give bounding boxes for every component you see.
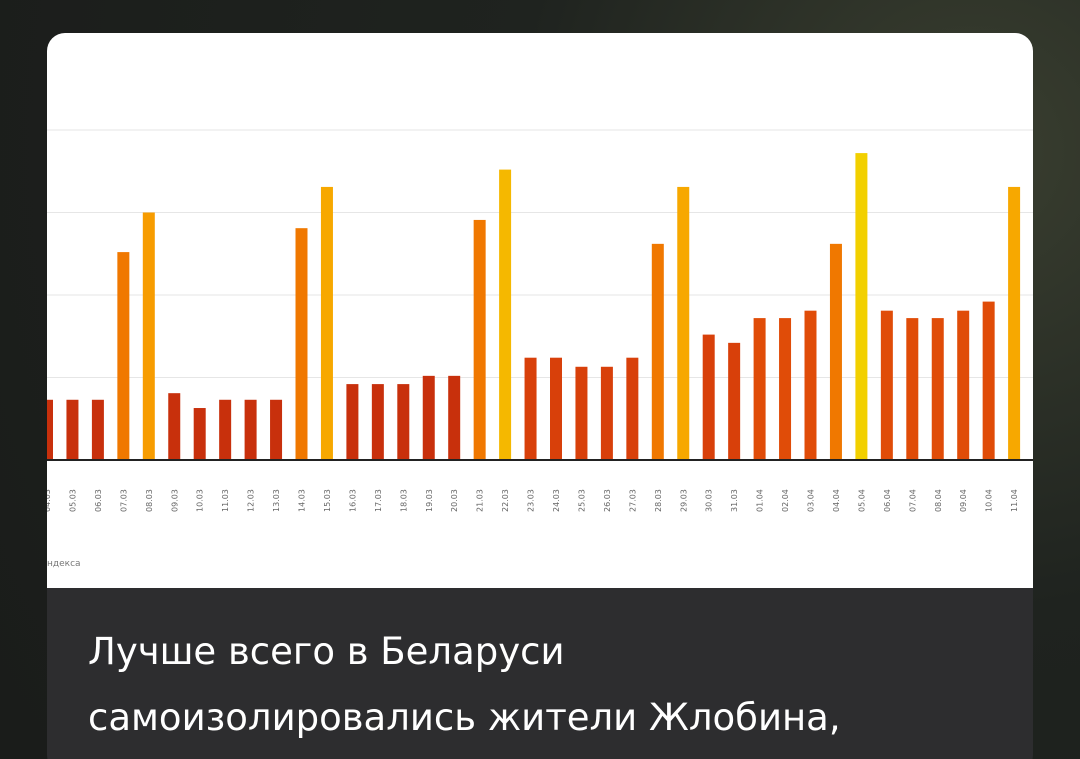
bar <box>422 375 435 460</box>
caption: Лучше всего в Беларуси самоизолировались… <box>47 588 1033 759</box>
bar <box>193 408 206 460</box>
bar <box>346 384 359 460</box>
bar <box>117 252 130 460</box>
bar <box>702 334 715 460</box>
x-tick-label: 21.03 <box>476 489 485 512</box>
x-tick-label: 28.03 <box>654 489 663 512</box>
x-tick-label: 16.03 <box>348 489 357 512</box>
x-tick-label: 25.03 <box>577 489 586 512</box>
x-tick-label: 29.03 <box>679 489 688 512</box>
x-tick-label: 22.03 <box>501 489 510 512</box>
x-tick-label: 20.03 <box>450 489 459 512</box>
bar <box>600 366 613 460</box>
x-tick-label: 10.04 <box>985 489 994 512</box>
bar <box>244 399 257 460</box>
bar <box>219 399 232 460</box>
x-tick-label: 07.03 <box>119 489 128 512</box>
bar <box>499 169 512 460</box>
bar <box>550 357 562 460</box>
x-tick-label: 08.03 <box>145 489 154 512</box>
x-tick-label: 11.03 <box>221 489 230 512</box>
bar <box>142 212 155 460</box>
bar <box>931 318 944 460</box>
x-tick-label: 09.03 <box>170 489 179 512</box>
bar <box>575 366 588 460</box>
x-tick-label: 14.03 <box>298 489 307 512</box>
bar <box>753 318 766 460</box>
x-tick-label: 07.04 <box>908 489 917 512</box>
x-tick-label: 05.03 <box>68 489 77 512</box>
x-tick-label: 24.03 <box>552 489 561 512</box>
x-tick-label: 13.03 <box>272 489 281 512</box>
bar <box>270 399 283 460</box>
bar <box>91 399 104 460</box>
x-tick-label: 26.03 <box>603 489 612 512</box>
source-note: ндекса <box>47 559 81 569</box>
caption-line: самоизолировались жители Жлобина, <box>88 696 841 739</box>
bar <box>804 310 817 460</box>
chart: 04.03 05.03 06.03 07.03 08.03 09.03 10.03 11.03… <box>47 33 1033 588</box>
x-tick-label: 06.03 <box>94 489 103 512</box>
x-tick-label: 19.03 <box>425 489 434 512</box>
bar <box>47 399 53 460</box>
x-tick-label: 05.04 <box>857 489 866 512</box>
x-tick-label: 23.03 <box>527 489 536 512</box>
bar <box>524 357 537 460</box>
x-tick-label: 04.03 <box>47 489 52 512</box>
bar <box>779 318 792 460</box>
bar <box>295 228 308 460</box>
bar <box>473 219 486 460</box>
x-tick-label: 17.03 <box>374 489 383 512</box>
news-card[interactable]: 04.03 05.03 06.03 07.03 08.03 09.03 10.03 11.03… <box>47 33 1033 759</box>
bar <box>168 393 181 460</box>
bar <box>66 399 79 460</box>
x-tick-label: 04.04 <box>832 489 841 512</box>
x-tick-label: 30.03 <box>705 489 714 512</box>
x-tick-label: 06.04 <box>883 489 892 512</box>
bar <box>906 318 919 460</box>
x-tick-label: 10.03 <box>196 489 205 512</box>
x-tick-label: 18.03 <box>399 489 408 512</box>
bar <box>855 153 868 460</box>
x-tick-label: 09.04 <box>959 489 968 512</box>
x-tick-label: 08.04 <box>934 489 943 512</box>
bar <box>728 342 741 460</box>
x-tick-label: 31.03 <box>730 489 739 512</box>
bar <box>677 186 690 461</box>
x-tick-label: 12.03 <box>247 489 256 512</box>
bar <box>957 310 970 460</box>
bar <box>371 384 384 460</box>
x-tick-label: 11.04 <box>1010 489 1019 512</box>
x-tick-label: 01.04 <box>756 489 765 512</box>
x-tick-label: 02.04 <box>781 489 790 512</box>
x-tick-label: 15.03 <box>323 489 332 512</box>
bar <box>651 243 664 460</box>
bar <box>626 357 639 460</box>
caption-line: Лучше всего в Беларуси <box>88 630 565 673</box>
x-tick-label: 27.03 <box>628 489 637 512</box>
bar <box>982 301 995 460</box>
bar <box>448 375 461 460</box>
bar <box>397 384 410 460</box>
bar <box>829 243 842 460</box>
bar <box>1008 186 1021 461</box>
bar <box>320 186 333 461</box>
x-tick-label: 03.04 <box>807 489 816 512</box>
bar <box>880 310 893 460</box>
